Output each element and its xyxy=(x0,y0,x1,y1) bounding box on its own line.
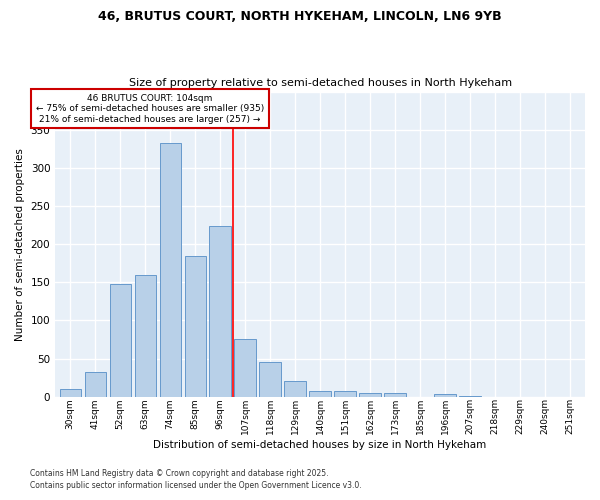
Text: Contains HM Land Registry data © Crown copyright and database right 2025.
Contai: Contains HM Land Registry data © Crown c… xyxy=(30,468,362,490)
Bar xyxy=(385,393,406,396)
Bar xyxy=(334,390,356,396)
X-axis label: Distribution of semi-detached houses by size in North Hykeham: Distribution of semi-detached houses by … xyxy=(154,440,487,450)
Bar xyxy=(259,362,281,396)
Bar xyxy=(110,284,131,397)
Bar xyxy=(209,226,231,396)
Bar xyxy=(310,390,331,396)
Bar xyxy=(134,274,156,396)
Bar xyxy=(185,256,206,396)
Bar xyxy=(359,393,380,396)
Bar xyxy=(59,389,81,396)
Title: Size of property relative to semi-detached houses in North Hykeham: Size of property relative to semi-detach… xyxy=(128,78,512,88)
Text: 46, BRUTUS COURT, NORTH HYKEHAM, LINCOLN, LN6 9YB: 46, BRUTUS COURT, NORTH HYKEHAM, LINCOLN… xyxy=(98,10,502,23)
Bar xyxy=(284,382,306,396)
Bar xyxy=(434,394,455,396)
Bar xyxy=(235,340,256,396)
Text: 46 BRUTUS COURT: 104sqm
← 75% of semi-detached houses are smaller (935)
21% of s: 46 BRUTUS COURT: 104sqm ← 75% of semi-de… xyxy=(36,94,264,124)
Bar xyxy=(85,372,106,396)
Bar xyxy=(160,144,181,396)
Y-axis label: Number of semi-detached properties: Number of semi-detached properties xyxy=(15,148,25,340)
